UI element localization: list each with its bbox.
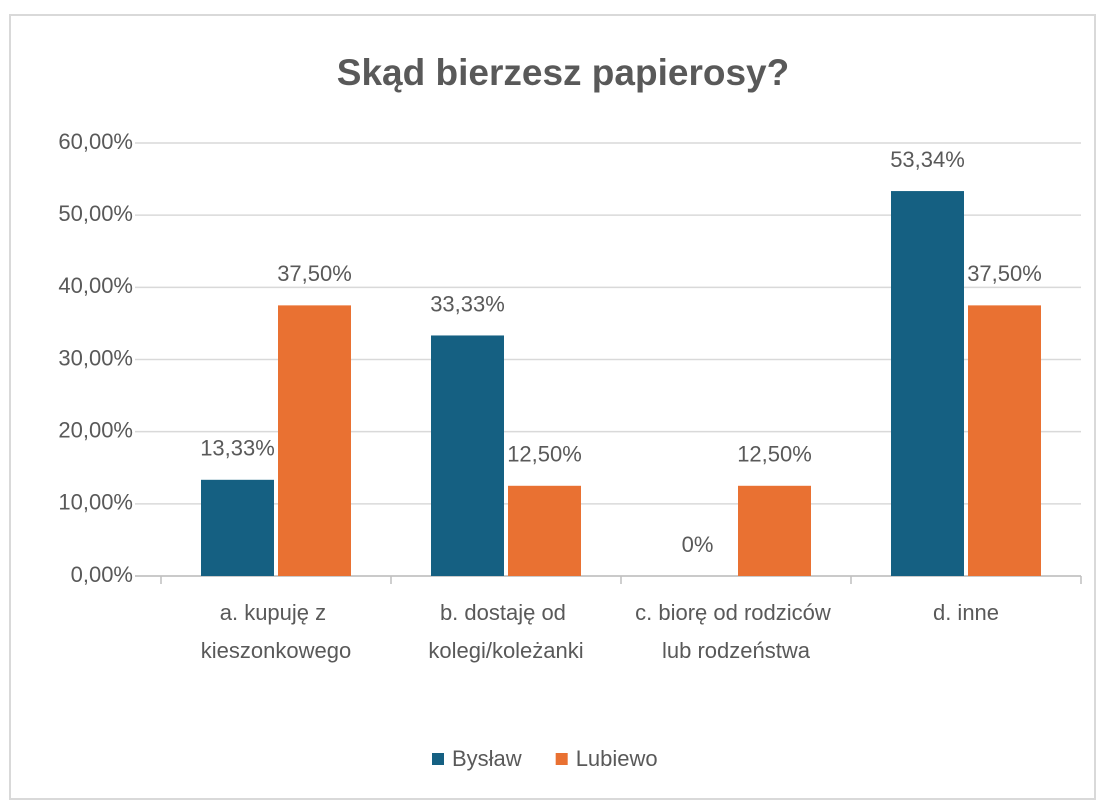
bar (891, 191, 964, 577)
bar (431, 335, 504, 576)
bar (278, 305, 351, 576)
bar (968, 305, 1041, 576)
y-tick-label: 30,00% (58, 345, 133, 370)
bar (201, 479, 274, 576)
data-label: 33,33% (430, 291, 505, 316)
x-tick-label-line: kieszonkowego (201, 638, 351, 663)
data-label: 37,50% (967, 261, 1042, 286)
y-tick-label: 0,00% (71, 562, 133, 587)
x-tick-label-line: kolegi/koleżanki (428, 638, 583, 663)
data-label: 37,50% (277, 261, 352, 286)
legend-label: Bysław (452, 746, 522, 771)
bar (508, 485, 581, 576)
x-tick-label: c. biorę od rodziców lub rodzeństwa (635, 600, 837, 663)
x-tick-label-line: a. kupuję z (220, 600, 333, 625)
x-tick-label-line: lub rodzeństwa (662, 638, 811, 663)
y-tick-label: 60,00% (58, 129, 133, 154)
x-tick-label: b. dostaję od kolegi/koleżanki (428, 600, 583, 663)
data-label: 12,50% (507, 442, 582, 467)
x-tick-label-line: b. dostaję od (440, 600, 572, 625)
y-tick-label: 40,00% (58, 273, 133, 298)
chart-title: Skąd bierzesz papierosy? (337, 52, 789, 93)
y-tick-label: 50,00% (58, 201, 133, 226)
x-tick-label: d. inne (933, 600, 999, 625)
y-tick-label: 20,00% (58, 417, 133, 442)
bar (738, 485, 811, 576)
x-tick-label-line: c. biorę od rodziców (635, 600, 837, 625)
legend-swatch (555, 753, 568, 765)
y-tick-label: 10,00% (58, 490, 133, 515)
data-label: 0% (682, 532, 714, 557)
x-tick-label: a. kupuję z kieszonkowego (201, 600, 351, 663)
data-label: 13,33% (200, 436, 275, 461)
data-label: 53,34% (890, 147, 965, 172)
x-tick-label-line: d. inne (933, 600, 999, 625)
legend-swatch (432, 753, 444, 765)
legend-label: Lubiewo (576, 746, 658, 771)
data-label: 12,50% (737, 442, 812, 467)
